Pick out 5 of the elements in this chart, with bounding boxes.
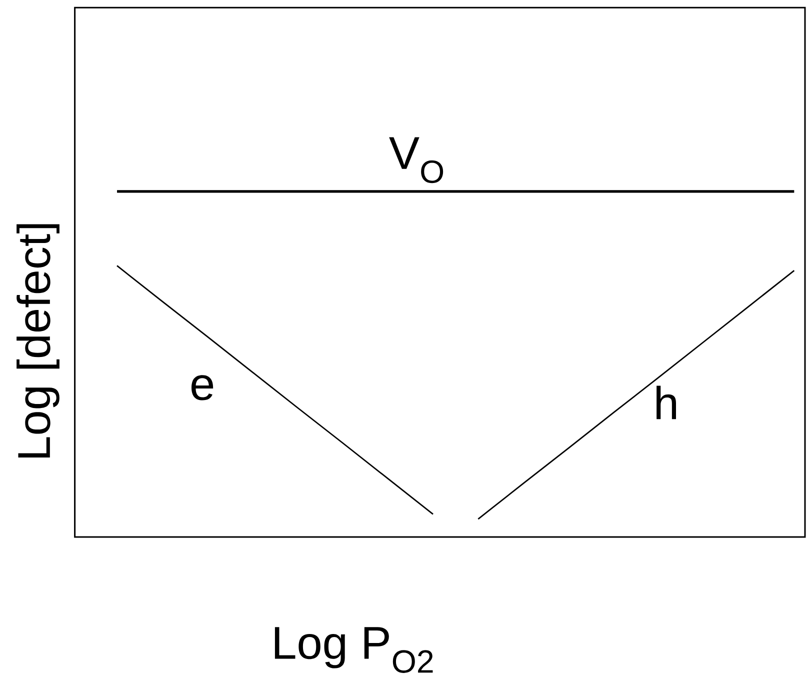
series-label: V$_{O}$ xyxy=(389,137,444,184)
x-axis-title: Log P$_{O2}$ xyxy=(274,627,433,673)
series-label: h xyxy=(656,386,676,420)
series-label: e xyxy=(192,375,214,400)
y-axis-title: Log [defect] xyxy=(16,224,60,458)
